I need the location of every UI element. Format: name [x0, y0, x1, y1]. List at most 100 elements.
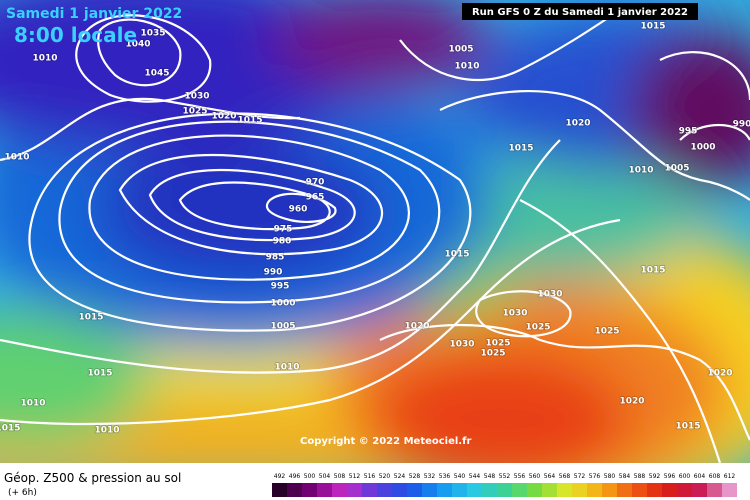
scale-label: 528 — [409, 473, 421, 480]
isobar-label: 1025 — [480, 349, 505, 359]
isobar-label: 995 — [679, 127, 698, 137]
scale-swatch — [677, 483, 692, 497]
scale-swatch — [287, 483, 302, 497]
scale-swatch — [632, 483, 647, 497]
scale-swatch — [512, 483, 527, 497]
isobar-label: 1010 — [454, 62, 479, 72]
scale-swatch — [452, 483, 467, 497]
isobar-label: 1025 — [594, 327, 619, 337]
local-time: 8:00 locale — [14, 23, 137, 47]
product-title: Géop. Z500 & pression au sol — [4, 471, 181, 485]
isobar-label: 1015 — [78, 313, 103, 323]
scale-swatch — [347, 483, 362, 497]
scale-label: 576 — [589, 473, 601, 480]
scale-label: 516 — [364, 473, 376, 480]
scale-swatch — [722, 483, 737, 497]
scale-swatch — [557, 483, 572, 497]
isobar-label: 1020 — [565, 119, 590, 129]
scale-label: 612 — [724, 473, 736, 480]
scale-swatch — [317, 483, 332, 497]
isobar-label: 1000 — [690, 143, 715, 153]
scale-label: 544 — [469, 473, 481, 480]
scale-label: 500 — [304, 473, 316, 480]
scale-label: 568 — [559, 473, 571, 480]
isobar-label: 1005 — [448, 45, 473, 55]
isobar-label: 1010 — [4, 153, 29, 163]
scale-label: 552 — [499, 473, 511, 480]
isobar-label: 1015 — [675, 422, 700, 432]
scale-swatch — [647, 483, 662, 497]
isobar-label: 1045 — [144, 69, 169, 79]
scale-label: 592 — [649, 473, 661, 480]
isobar-label: 1025 — [485, 339, 510, 349]
isobar-label: 1020 — [404, 322, 429, 332]
scale-swatch — [572, 483, 587, 497]
scale-label: 520 — [379, 473, 391, 480]
run-info: Run GFS 0 Z du Samedi 1 janvier 2022 — [472, 7, 688, 18]
scale-label: 572 — [574, 473, 586, 480]
scale-swatch — [302, 483, 317, 497]
scale-label: 564 — [544, 473, 556, 480]
isobar-label: 1020 — [619, 397, 644, 407]
scale-swatch — [527, 483, 542, 497]
scale-label: 556 — [514, 473, 526, 480]
isobar-label: 1030 — [449, 340, 474, 350]
scale-label: 600 — [679, 473, 691, 480]
scale-label: 560 — [529, 473, 541, 480]
isobar-label: 990 — [264, 268, 283, 278]
scale-label: 508 — [334, 473, 346, 480]
scale-swatch — [692, 483, 707, 497]
isobar-label: 1020 — [707, 369, 732, 379]
scale-swatch — [392, 483, 407, 497]
forecast-step: (+ 6h) — [8, 488, 37, 498]
isobar-label: 1010 — [274, 363, 299, 373]
isobar-label: 1015 — [87, 369, 112, 379]
scale-swatch — [542, 483, 557, 497]
scale-swatch — [272, 483, 287, 497]
scale-swatch — [662, 483, 677, 497]
isobar-label: 1035 — [140, 29, 165, 39]
isobar-label: 1015 — [640, 266, 665, 276]
isobar-label: 965 — [306, 193, 325, 203]
scale-label: 580 — [604, 473, 616, 480]
isobar-label: 1025 — [525, 323, 550, 333]
scale-label: 496 — [289, 473, 301, 480]
isobar-label: 1030 — [184, 92, 209, 102]
scale-swatch — [467, 483, 482, 497]
isobar-label: 1015 — [640, 22, 665, 32]
scale-swatch — [707, 483, 722, 497]
isobar-label: 980 — [273, 237, 292, 247]
scale-label: 584 — [619, 473, 631, 480]
isobar-label: 995 — [271, 282, 290, 292]
isobar-label: 1030 — [502, 309, 527, 319]
scale-label: 492 — [274, 473, 286, 480]
scale-swatch — [617, 483, 632, 497]
scale-swatch — [482, 483, 497, 497]
isobar-label: 990 — [733, 120, 750, 130]
scale-label: 504 — [319, 473, 331, 480]
isobar-label: 1040 — [125, 40, 150, 50]
isobar-label: 1005 — [664, 164, 689, 174]
scale-swatch — [587, 483, 602, 497]
isobar-label: 1020 — [211, 112, 236, 122]
scale-swatch — [437, 483, 452, 497]
scale-swatch — [377, 483, 392, 497]
isobar-label: 1010 — [32, 54, 57, 64]
isobar-label: 1015 — [508, 144, 533, 154]
run-box — [462, 3, 698, 20]
scale-swatch — [602, 483, 617, 497]
scale-label: 524 — [394, 473, 406, 480]
scale-label: 532 — [424, 473, 436, 480]
isobar-label: 1005 — [270, 322, 295, 332]
scale-label: 536 — [439, 473, 451, 480]
scale-label: 540 — [454, 473, 466, 480]
scale-swatch — [407, 483, 422, 497]
isobar-label: 1000 — [270, 299, 295, 309]
scale-label: 596 — [664, 473, 676, 480]
isobar-label: 970 — [306, 178, 325, 188]
scale-swatch — [362, 483, 377, 497]
scale-label: 548 — [484, 473, 496, 480]
isobar-label: 985 — [266, 253, 285, 263]
